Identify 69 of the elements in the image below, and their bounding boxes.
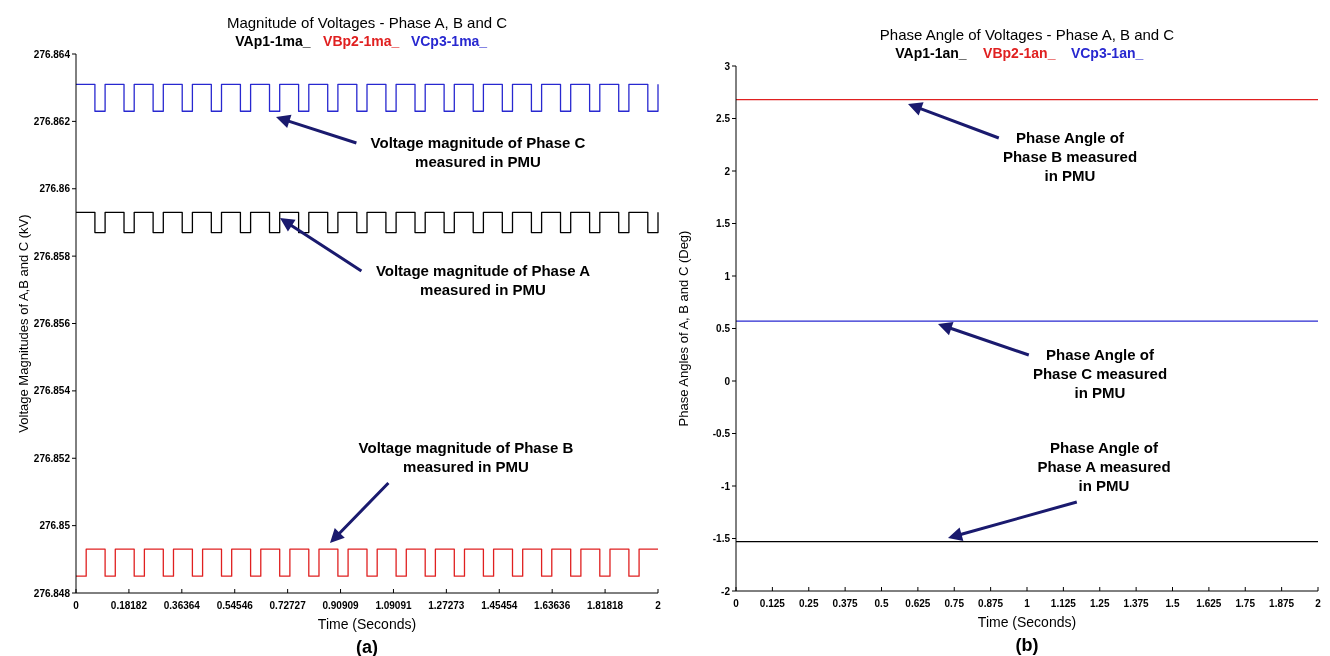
chart-title: Magnitude of Voltages - Phase A, B and C — [226, 14, 508, 31]
x-tick-label: 1.09091 — [375, 600, 412, 611]
annotation: Phase Angle of Phase B measured in PMU — [1002, 129, 1138, 184]
x-tick-label: 2 — [1315, 598, 1322, 609]
x-tick-label: 0.25 — [799, 598, 819, 609]
y-tick-label: 2.5 — [716, 113, 731, 124]
x-tick-label: 0.5 — [874, 598, 889, 609]
annotation: Voltage magnitude of Phase C measured in PMU — [370, 134, 586, 170]
y-tick-label: 3 — [724, 60, 731, 72]
x-axis-title: Time (Seconds) — [317, 616, 417, 632]
text: (a) — [356, 637, 378, 656]
x-tick-label: 1.875 — [1269, 598, 1295, 609]
x-tick-label: 1.75 — [1235, 598, 1256, 609]
text: VAp1-1ma_ — [235, 33, 311, 49]
x-tick-label: 0.90909 — [322, 600, 360, 611]
x-tick-label: 1.63636 — [534, 600, 571, 611]
x-tick-label: 0.375 — [832, 598, 859, 609]
x-tick-label: 0 — [73, 600, 80, 611]
text: VBp2-1ma_ — [323, 33, 400, 49]
y-tick-label: 2 — [724, 165, 731, 177]
y-tick-label: 0.5 — [716, 323, 731, 334]
annotation: Voltage magnitude of Phase B measured in PMU — [358, 439, 574, 475]
text: VCp3-1an_ — [1070, 45, 1144, 61]
x-tick-label: 1.25 — [1090, 598, 1110, 609]
chart-title: Phase Angle of Voltages - Phase A, B and C — [879, 26, 1175, 43]
annotation: Phase Angle of Phase A measured in PMU — [1037, 439, 1171, 494]
x-tick-label: 1.27273 — [428, 600, 465, 611]
annotation: Phase Angle of Phase C measured in PMU — [1032, 346, 1168, 401]
x-tick-label: 0.625 — [905, 598, 931, 609]
y-tick-label: -0.5 — [712, 428, 731, 439]
x-tick-label: 1.125 — [1050, 598, 1077, 609]
x-tick-label: 1.375 — [1123, 598, 1150, 609]
text: VCp3-1ma_ — [410, 33, 488, 49]
text: VAp1-1an_ — [895, 45, 967, 61]
x-tick-label: 1 — [1024, 598, 1031, 609]
y-tick-label: 1 — [724, 270, 731, 282]
y-tick-label: 276.862 — [33, 115, 71, 127]
x-tick-label: 0 — [733, 598, 740, 609]
x-tick-label: 0.18182 — [110, 600, 148, 611]
y-tick-label: 276.86 — [39, 183, 71, 195]
x-tick-label: 0.75 — [944, 598, 965, 609]
y-tick-label: 276.848 — [33, 587, 71, 599]
x-tick-label: 0.875 — [978, 598, 1004, 609]
x-tick-label: 1.45454 — [481, 600, 518, 611]
x-axis-title: Time (Seconds) — [977, 614, 1077, 630]
y-tick-label: 276.852 — [33, 452, 71, 464]
y-tick-label: -2 — [721, 585, 731, 597]
y-tick-label: 276.854 — [33, 385, 71, 397]
y-tick-label: 276.864 — [33, 48, 71, 60]
x-tick-label: 1.625 — [1196, 598, 1222, 609]
x-tick-label: 0.36364 — [163, 600, 201, 611]
x-tick-label: 0.54546 — [216, 600, 254, 611]
y-tick-label: 0 — [724, 375, 731, 387]
y-tick-label: -1.5 — [712, 533, 731, 544]
x-tick-label: 1.81818 — [587, 600, 624, 611]
x-tick-label: 2 — [655, 600, 662, 611]
y-axis-title: Phase Angles of A, B and C (Deg) — [676, 230, 691, 427]
x-tick-label: 1.5 — [1165, 598, 1180, 609]
annotation: Voltage magnitude of Phase A measured in PMU — [375, 262, 591, 298]
x-tick-label: 0.72727 — [269, 600, 307, 611]
y-tick-label: 276.85 — [39, 520, 71, 532]
y-tick-label: 1.5 — [716, 218, 731, 229]
y-tick-label: -1 — [721, 480, 731, 492]
y-tick-label: 276.858 — [33, 250, 71, 262]
text: (b) — [1015, 635, 1039, 655]
y-axis-title: Voltage Magnitudes of A,B and C (kV) — [16, 214, 31, 433]
x-tick-label: 0.125 — [759, 598, 786, 609]
y-tick-label: 276.856 — [33, 318, 71, 329]
text: VBp2-1an_ — [983, 45, 1056, 61]
